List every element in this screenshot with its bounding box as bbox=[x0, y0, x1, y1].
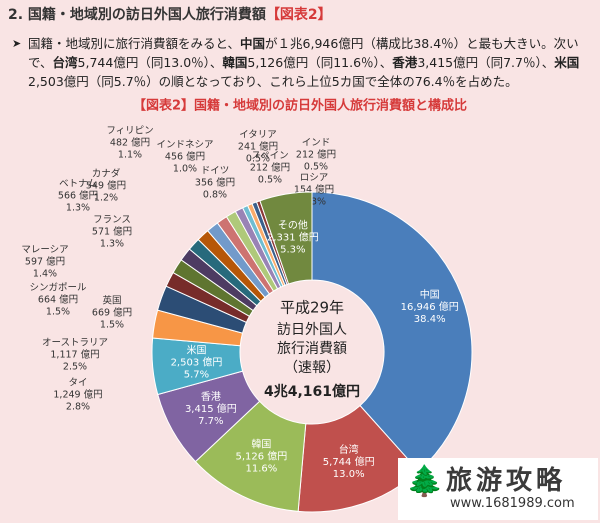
slice-value-label: 212 億円 bbox=[296, 149, 336, 161]
slice-share-label: 2.5% bbox=[63, 362, 87, 373]
slice-share-label: 1.0% bbox=[173, 164, 197, 175]
center-text: 平成29年 bbox=[280, 299, 344, 317]
slice-share-label: 1.4% bbox=[33, 269, 57, 280]
slice-value-label: 1,117 億円 bbox=[50, 349, 99, 361]
bullet-segment: 米国 bbox=[554, 55, 580, 70]
slice-share-label: 0.8% bbox=[203, 190, 227, 201]
slice-share-label: 38.4% bbox=[414, 314, 446, 325]
slice-category: その他 bbox=[278, 219, 308, 232]
watermark-url: www.1681989.com bbox=[450, 496, 575, 511]
bullet-segment: が１兆6,946億円（構成比38.4％）と最も大きい。次いで、 bbox=[28, 36, 579, 70]
center-text: 4兆4,161億円 bbox=[264, 383, 360, 400]
slice-category: カナダ bbox=[92, 168, 121, 180]
slice-value-label: 664 億円 bbox=[38, 294, 78, 306]
header-tag: 【図表2】 bbox=[265, 7, 332, 23]
slice-category: タイ bbox=[68, 378, 87, 389]
slice-value-label: 566 億円 bbox=[58, 190, 98, 202]
bullet-segment: 5,744億円（同13.0％）、 bbox=[77, 55, 223, 70]
slice-share-label: 2.8% bbox=[66, 402, 90, 413]
slice-category: 韓国 bbox=[251, 438, 271, 450]
slice-value-label: 669 億円 bbox=[92, 307, 132, 319]
bullet-segment: 2,503億円（同5.7％）の順となっており、これら上位5カ国で全体の76.4％… bbox=[28, 74, 518, 89]
slice-category: シンガポール bbox=[29, 283, 87, 294]
slice-share-label: 0.5% bbox=[258, 175, 282, 186]
bullet-text: 国籍・地域別に旅行消費額をみると、中国が１兆6,946億円（構成比38.4％）と… bbox=[12, 34, 598, 91]
slice-value-label: 3,415 億円 bbox=[185, 402, 237, 415]
bullet-segment: 韓国 bbox=[222, 55, 248, 70]
slice-value-label: 482 億円 bbox=[110, 137, 150, 149]
slice-share-label: 11.6% bbox=[246, 463, 278, 474]
slice-category: フィリピン bbox=[106, 126, 153, 137]
bullet-segment: 香港 bbox=[392, 55, 418, 70]
slice-value-label: 549 億円 bbox=[86, 180, 126, 192]
slice-category: ロシア bbox=[300, 173, 329, 184]
slice-share-label: 1.3% bbox=[100, 239, 124, 250]
slice-category: 英国 bbox=[102, 295, 121, 307]
slice-share-label: 7.7% bbox=[198, 416, 223, 427]
slice-category: インド bbox=[302, 138, 331, 149]
slice-share-label: 13.0% bbox=[333, 469, 365, 480]
slice-category: ベトナム bbox=[59, 179, 97, 190]
slice-share-label: 5.3% bbox=[280, 245, 305, 256]
slice-category: 中国 bbox=[420, 288, 440, 301]
slice-share-label: 1.2% bbox=[94, 193, 118, 204]
center-text: 旅行消費額 bbox=[277, 341, 347, 357]
slice-category: マレーシア bbox=[21, 245, 68, 256]
bullet-segment: 5,126億円（同11.6％）、 bbox=[247, 55, 393, 70]
slice-category: オーストラリア bbox=[42, 338, 108, 349]
slice-share-label: 1.3% bbox=[66, 203, 90, 214]
slice-value-label: 212 億円 bbox=[250, 162, 290, 174]
watermark: 🌲 旅游攻略 www.1681989.com bbox=[398, 458, 598, 520]
slice-value-label: 2,503 億円 bbox=[171, 356, 223, 369]
slice-value-label: 597 億円 bbox=[25, 256, 65, 268]
slice-category: イタリア bbox=[239, 130, 277, 141]
slice-share-label: 0.3% bbox=[302, 197, 326, 208]
watermark-title: 旅游攻略 bbox=[446, 466, 567, 496]
slice-value-label: 356 億円 bbox=[195, 177, 235, 189]
center-text: （速報） bbox=[284, 360, 340, 376]
slice-value-label: 16,946 億円 bbox=[401, 300, 459, 313]
slice-share-label: 0.5% bbox=[304, 162, 328, 173]
header-title: 2. 国籍・地域別の訪日外国人旅行消費額 bbox=[8, 7, 266, 23]
donut-slice bbox=[259, 191, 313, 285]
chart-title: 【図表2】国籍・地域別の訪日外国人旅行消費額と構成比 bbox=[133, 98, 467, 114]
donut-slice bbox=[311, 191, 473, 472]
slice-category: 米国 bbox=[186, 344, 206, 357]
slice-share-label: 1.5% bbox=[100, 320, 124, 331]
slice-value-label: 456 億円 bbox=[165, 151, 205, 163]
slice-share-label: 1.1% bbox=[118, 150, 142, 161]
slice-category: 香港 bbox=[201, 391, 221, 403]
slice-category: スペイン bbox=[251, 151, 288, 162]
center-text: 訪日外国人 bbox=[277, 322, 347, 338]
slice-category: フランス bbox=[93, 215, 131, 226]
slice-category: インドネシア bbox=[156, 140, 213, 151]
bullet-segment: 3,415億円（同7.7％）、 bbox=[417, 55, 555, 70]
bullet-segment: 中国 bbox=[240, 36, 266, 51]
slice-value-label: 241 億円 bbox=[238, 141, 278, 153]
header: 2. 国籍・地域別の訪日外国人旅行消費額【図表2】 bbox=[8, 4, 332, 24]
slice-share-label: 0.5% bbox=[246, 154, 270, 165]
slice-value-label: 5,126 億円 bbox=[235, 449, 287, 462]
slice-value-label: 1,249 億円 bbox=[53, 389, 102, 401]
slice-value-label: 571 億円 bbox=[92, 226, 132, 238]
slice-share-label: 1.5% bbox=[46, 307, 70, 318]
slice-value-label: 5,744 億円 bbox=[323, 455, 375, 468]
slice-share-label: 5.7% bbox=[184, 370, 209, 381]
slice-value-label: 2,331 億円 bbox=[267, 231, 319, 244]
slice-category: ドイツ bbox=[201, 166, 230, 177]
bullet-segment: 国籍・地域別に旅行消費額をみると、 bbox=[28, 36, 241, 51]
slice-category: 台湾 bbox=[339, 443, 359, 456]
bullet-segment: 台湾 bbox=[52, 55, 78, 70]
